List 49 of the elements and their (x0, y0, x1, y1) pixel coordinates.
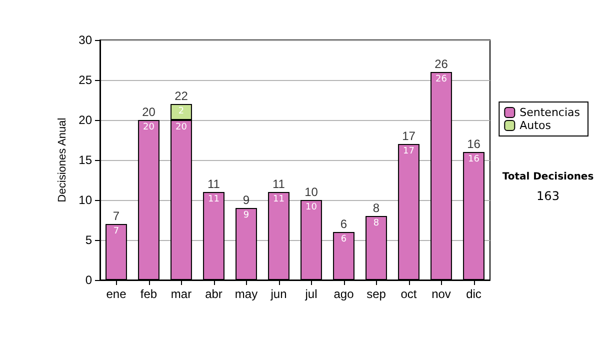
x-tick-label: ene (106, 287, 127, 301)
data-label: 20 (176, 122, 188, 132)
y-tick-label: 0 (85, 273, 92, 287)
data-label: 8 (373, 218, 380, 228)
text: Total Decisiones (502, 172, 594, 182)
total-label: 6 (340, 217, 348, 231)
x-tick-label: oct (400, 287, 418, 301)
total-label: 8 (372, 201, 380, 215)
x-tick-label: ago (334, 287, 354, 301)
y-tick-label: 30 (78, 33, 92, 47)
y-axis-title: Decisiones Anual (56, 118, 68, 202)
total-label: 22 (174, 89, 188, 103)
legend-label: Sentencias (520, 106, 580, 119)
x-tick-label: jul (304, 287, 318, 301)
data-label: 11 (208, 194, 220, 204)
data-label: 7 (113, 226, 120, 236)
data-label: 9 (243, 210, 250, 220)
total-label: 11 (208, 177, 220, 191)
data-label: 17 (403, 146, 414, 156)
total-label: 26 (434, 57, 448, 71)
total-label: 17 (402, 129, 416, 143)
y-tick-label: 10 (78, 193, 92, 207)
x-tick-label: dic (466, 287, 482, 301)
total-label: 9 (242, 193, 250, 207)
y-tick-label: 20 (78, 113, 92, 127)
y-tick-label: 5 (85, 233, 92, 247)
data-label: 16 (468, 154, 480, 164)
y-tick-label: 25 (78, 73, 92, 87)
x-tick-label: may (234, 287, 258, 301)
legend-label: Autos (520, 119, 552, 132)
data-label: 26 (436, 74, 448, 84)
total-label: 16 (467, 137, 481, 151)
data-label: 11 (273, 194, 284, 204)
x-tick-label: feb (140, 287, 158, 301)
x-tick-label: jun (270, 287, 287, 301)
x-tick-label: sep (366, 287, 386, 301)
y-tick-label: 15 (78, 153, 92, 167)
data-label: 2 (178, 106, 184, 116)
total-label: 10 (304, 185, 318, 199)
data-label: 6 (340, 234, 347, 244)
data-label: 20 (143, 122, 155, 132)
total-label: 7 (112, 209, 120, 223)
data-label: 10 (306, 202, 318, 212)
text: 163 (536, 189, 560, 203)
total-label: 20 (142, 105, 156, 119)
x-tick-label: mar (170, 287, 192, 301)
x-tick-label: nov (432, 287, 451, 301)
x-tick-label: abr (205, 287, 222, 301)
total-label: 11 (272, 177, 286, 191)
